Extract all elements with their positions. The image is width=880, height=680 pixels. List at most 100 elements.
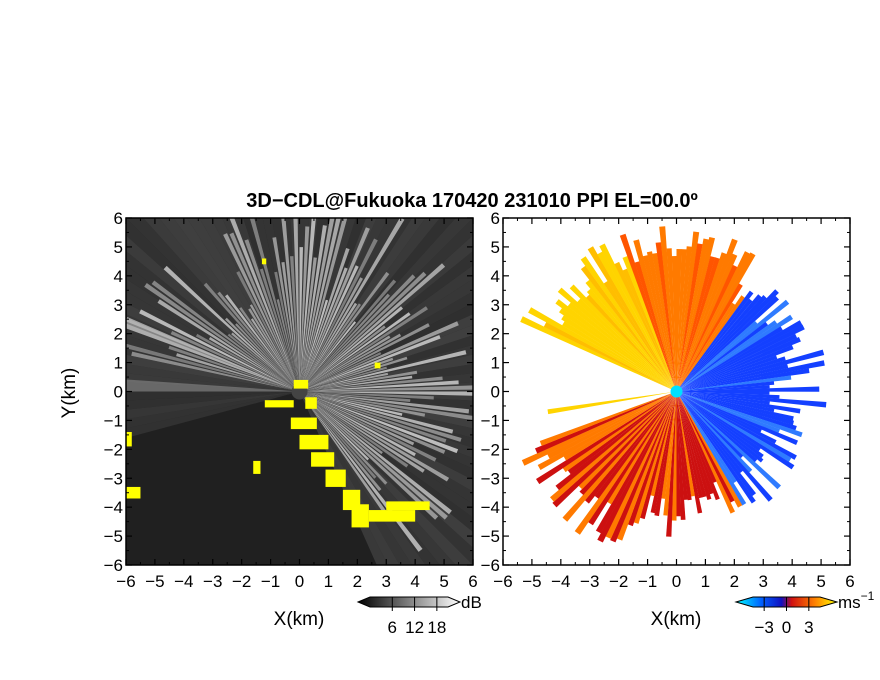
y-tick-label: −4 [481, 498, 500, 517]
reflectivity-ray-bright [304, 352, 382, 390]
y-tick-label: 4 [114, 267, 123, 286]
velocity-ray [680, 393, 798, 445]
reflectivity-ray-bright [302, 303, 361, 387]
velocity-ray [552, 394, 674, 508]
velocity-ray [607, 395, 675, 505]
reflectivity-ray-bright [248, 308, 297, 387]
reflectivity-ray [304, 394, 473, 518]
reflectivity-ray-bright [302, 396, 393, 522]
velocity-ray [680, 392, 794, 426]
reflectivity-ray-bright [293, 218, 300, 386]
velocity-ray [680, 363, 789, 391]
velocity-ray [679, 394, 744, 459]
reflectivity-highlight-patch [126, 486, 141, 499]
reflectivity-ray-bright [302, 218, 405, 387]
velocity-ray [680, 393, 797, 460]
velocity-ray [678, 395, 743, 508]
y-tick-label: 1 [491, 354, 500, 373]
chart-title: 3D−CDL@Fukuoka 170420 231010 PPI EL=00.0… [246, 190, 698, 212]
velocity-ray [677, 257, 720, 388]
reflectivity-ray-bright [305, 393, 462, 442]
velocity-ray [562, 321, 673, 390]
reflectivity-ray-bright [303, 293, 390, 388]
reflectivity-highlight-patch [305, 397, 317, 409]
reflectivity-ray [304, 394, 473, 492]
velocity-ray [678, 395, 735, 503]
reflectivity-ray-bright [163, 265, 296, 388]
velocity-ray [543, 322, 673, 390]
velocity-ray [678, 253, 738, 388]
x-tick-label: −4 [174, 572, 193, 591]
reflectivity-ray-bright [231, 332, 296, 388]
velocity-ray [680, 337, 801, 390]
reflectivity-ray-streak [126, 317, 295, 390]
x-tick-label: 5 [439, 572, 448, 591]
velocity-ray [627, 395, 676, 527]
velocity-ray [679, 394, 758, 463]
y-tick-label: −5 [481, 527, 500, 546]
velocity-ray [585, 279, 674, 389]
reflectivity-ray [126, 392, 294, 419]
velocity-ray [676, 395, 692, 501]
velocity-ray [594, 394, 674, 499]
reflectivity-ray-bright [305, 375, 413, 391]
velocity-ray [678, 395, 720, 501]
reflectivity-ray-bright [305, 392, 426, 417]
reflectivity-ray-bright [303, 395, 439, 520]
reflectivity-ray-bright [304, 306, 428, 389]
reflectivity-ray [300, 218, 337, 386]
velocity-ray [671, 256, 677, 388]
velocity-ray [680, 360, 825, 391]
reflectivity-ray-bright [304, 394, 450, 482]
reflectivity-ray [126, 354, 294, 391]
velocity-ray [678, 395, 747, 506]
reflectivity-ray-bright [305, 391, 411, 402]
velocity-ray [678, 264, 738, 388]
velocity-ray [666, 248, 677, 388]
reflectivity-ray-bright [299, 226, 310, 386]
velocity-ray [677, 395, 712, 500]
reflectivity-ray-bright [304, 333, 402, 389]
velocity-ray [562, 393, 673, 473]
velocity-ray [679, 298, 753, 389]
reflectivity-ray-bright [305, 391, 473, 396]
velocity-ray [679, 320, 758, 389]
reflectivity-ray [126, 235, 296, 388]
reflectivity-colorbar-unit: dB [461, 593, 482, 612]
velocity-ray [679, 394, 753, 473]
velocity-ray [563, 393, 673, 461]
x-tick-label: 2 [730, 572, 739, 591]
reflectivity-ray-bright [203, 282, 296, 388]
reflectivity-ray-bright [244, 239, 298, 387]
velocity-ray [680, 392, 794, 421]
y-tick-label: −5 [104, 527, 123, 546]
reflectivity-ray [126, 265, 295, 389]
velocity-ray [680, 320, 778, 390]
reflectivity-ray-bright [305, 366, 387, 390]
reflectivity-ray [303, 395, 473, 548]
velocity-colorbar-unit-exponent: −1 [861, 589, 875, 603]
y-tick-label: −6 [481, 556, 500, 575]
reflectivity-ray [126, 373, 294, 392]
reflectivity-highlight-patch [253, 460, 261, 474]
velocity-ray [680, 392, 775, 413]
velocity-colorbar-unit-base: ms [838, 593, 861, 612]
y-tick-label: −2 [104, 440, 123, 459]
velocity-ray [528, 307, 673, 390]
velocity-ray [680, 386, 820, 392]
y-tick-label: 5 [114, 238, 123, 257]
y-tick-label: 0 [491, 383, 500, 402]
reflectivity-ray-bright [304, 335, 441, 390]
reflectivity-ray-bright [304, 393, 459, 454]
velocity-ray [555, 299, 674, 389]
reflectivity-ray [302, 218, 400, 387]
x-tick-label: 5 [816, 572, 825, 591]
reflectivity-ray-bright [305, 392, 454, 434]
reflectivity-ray-bright [300, 257, 317, 386]
velocity-ray [652, 253, 676, 388]
reflectivity-highlight-patch [290, 417, 317, 430]
velocity-ray [597, 395, 675, 543]
reflectivity-echo-layer [126, 218, 473, 565]
velocity-ray [559, 308, 673, 390]
